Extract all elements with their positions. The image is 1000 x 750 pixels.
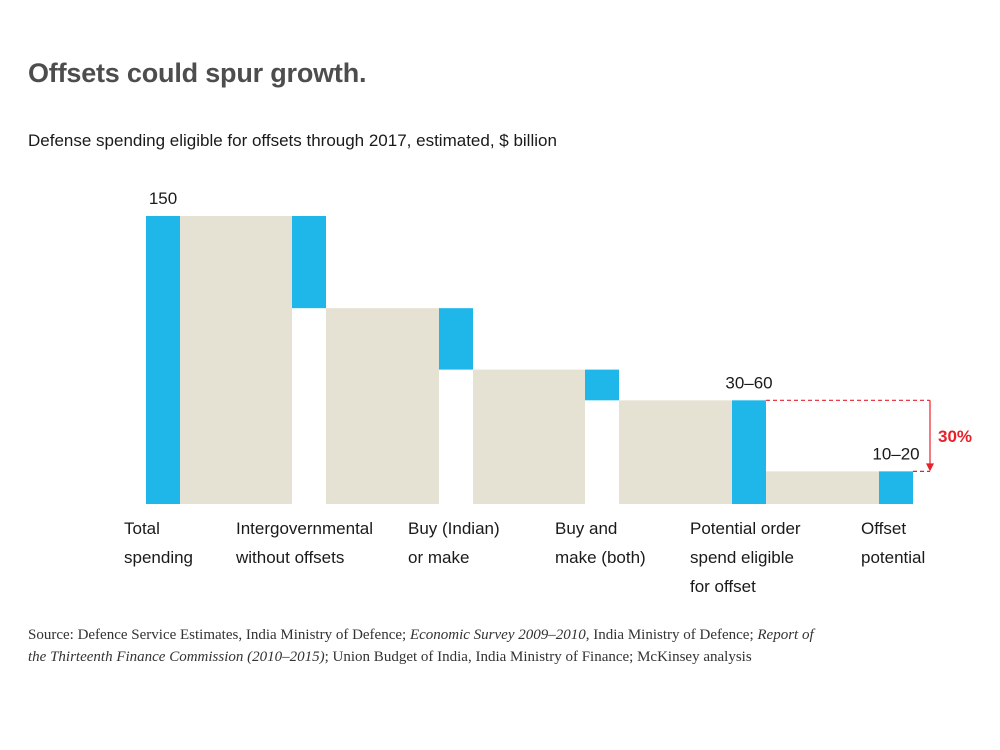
bar-1 [146,216,180,504]
category-label: for offset [690,577,756,596]
category-label: spend eligible [690,548,794,567]
category-label: Potential order [690,519,801,538]
connector-fill [766,471,879,504]
waterfall-chart: 150 30–60 10–20 Total spending Intergovernmen… [124,189,972,596]
bar-6 [879,471,913,504]
category-label: Total [124,519,160,538]
source-note: Source: Defence Service Estimates, India… [28,624,828,668]
bar-2 [292,216,326,309]
connector-fill [473,369,585,504]
category-label: potential [861,548,925,567]
category-label: spending [124,548,193,567]
source-part-italic: Report of the Thirteenth Finance Commiss… [28,627,814,665]
chart-title: Offsets could spur growth. [28,58,367,88]
data-label: 10–20 [872,444,919,463]
category-label: without offsets [235,548,344,567]
connector-fill [619,400,732,504]
source-part-italic: Economic Survey 2009–2010 [409,627,586,643]
data-label: 150 [149,189,177,208]
bar-5 [732,400,766,504]
category-label: or make [408,548,469,567]
annotation-arrowhead [926,463,934,472]
category-label: Intergovernmental [236,519,373,538]
category-label: make (both) [555,548,646,567]
data-label: 30–60 [725,373,772,392]
source-part: , India Ministry of Defence; [585,627,758,643]
source-part: ; Union Budget of India, India Ministry … [324,649,752,665]
bar-3 [439,308,473,370]
chart-subtitle: Defense spending eligible for offsets th… [28,131,557,150]
bar-4 [585,369,619,401]
connector-fill [326,308,439,504]
category-label: Buy and [555,519,617,538]
connector-fill [180,216,292,504]
category-label: Buy (Indian) [408,519,500,538]
annotation-percent-label: 30% [938,427,972,446]
category-label: Offset [861,519,906,538]
source-part: Source: Defence Service Estimates, India… [28,627,410,643]
